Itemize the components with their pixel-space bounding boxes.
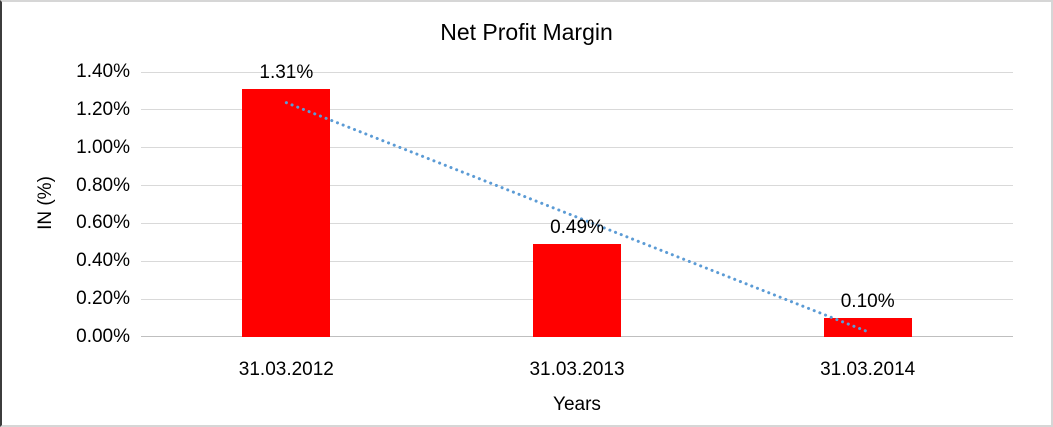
chart-title: Net Profit Margin <box>440 19 613 45</box>
gridline <box>141 109 1013 111</box>
trendline <box>284 101 870 334</box>
x-tick-label: 31.03.2012 <box>238 359 334 380</box>
gridline <box>141 147 1013 149</box>
bar-value-label: 1.31% <box>259 62 314 84</box>
y-tick-label: 0.80% <box>76 174 130 196</box>
x-tick-label: 31.03.2013 <box>529 359 625 380</box>
gridline <box>141 185 1013 187</box>
gridline <box>141 71 1013 73</box>
y-tick-label: 0.60% <box>76 212 130 234</box>
bar <box>823 318 912 337</box>
y-tick-label: 1.40% <box>76 61 130 82</box>
plot-area: 1.31% 0.49% 0.10% <box>141 62 1013 337</box>
bar-value-label: 0.10% <box>840 291 895 313</box>
y-tick-label: 0.40% <box>76 250 130 272</box>
y-tick-label: 0.00% <box>76 326 130 347</box>
bar-value-label: 0.49% <box>550 217 604 239</box>
y-tick-label: 1.20% <box>76 98 130 120</box>
bar <box>242 89 331 337</box>
x-tick-label: 31.03.2014 <box>820 359 916 380</box>
gridline <box>141 222 1013 224</box>
bar <box>533 244 621 337</box>
y-tick-label: 1.00% <box>76 136 130 158</box>
y-axis-title: IN (%) <box>35 176 56 230</box>
y-tick-label: 0.20% <box>76 288 130 310</box>
x-axis-title: Years <box>553 394 601 415</box>
